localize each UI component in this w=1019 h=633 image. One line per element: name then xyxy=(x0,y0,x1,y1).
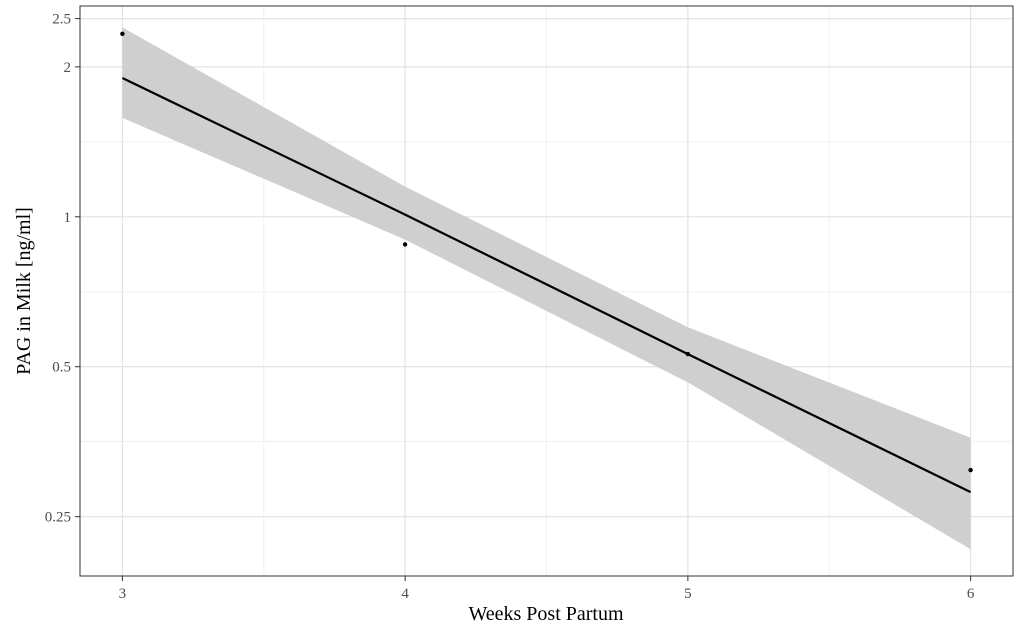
x-tick-label: 4 xyxy=(401,586,409,602)
data-point xyxy=(968,467,973,473)
y-tick-label: 2 xyxy=(64,60,72,76)
panel-border xyxy=(79,5,1014,577)
y-tick-label: 2.5 xyxy=(52,12,71,28)
x-tick-label: 3 xyxy=(119,586,127,602)
y-axis-label: PAG in Milk [ng/ml] xyxy=(13,207,35,375)
data-point xyxy=(685,351,691,357)
regression-line-layer xyxy=(121,77,972,494)
confidence-band xyxy=(122,27,971,550)
data-point xyxy=(120,31,125,36)
x-tick-label: 5 xyxy=(684,586,692,602)
x-tick-label: 6 xyxy=(967,586,975,602)
x-axis-label: Weeks Post Partum xyxy=(468,603,623,625)
confidence-band-area xyxy=(122,27,971,550)
data-point xyxy=(402,242,408,247)
y-tick-label: 1 xyxy=(64,210,72,226)
regression-line xyxy=(121,77,972,494)
data-points xyxy=(120,31,973,473)
y-axis: 0.25 0.5 1 2 2.5 xyxy=(45,12,80,526)
x-axis: 3 4 5 6 xyxy=(119,576,975,602)
y-tick-label: 0.5 xyxy=(52,360,71,376)
y-tick-label: 0.25 xyxy=(45,510,71,526)
